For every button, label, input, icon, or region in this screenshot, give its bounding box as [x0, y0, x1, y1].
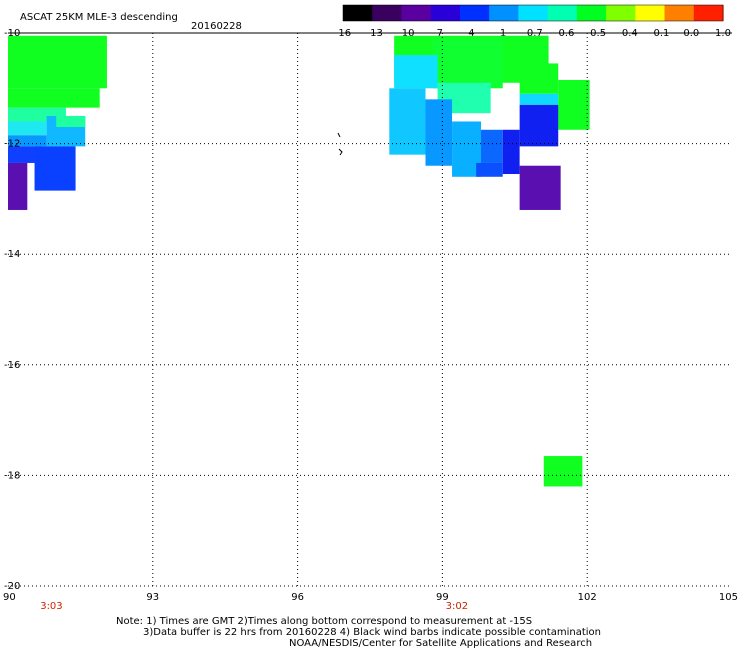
wind-cell — [519, 93, 559, 105]
wind-cell — [481, 129, 503, 163]
colorbar-swatch — [343, 5, 373, 21]
footnote-line-3: NOAA/NESDIS/Center for Satellite Applica… — [289, 638, 593, 649]
longitude-tick-label: 93 — [146, 592, 159, 603]
longitude-tick-label: 99 — [436, 592, 449, 603]
colorbar-swatch — [606, 5, 636, 21]
pass-time-label: 3:02 — [446, 601, 468, 612]
colorbar-frame — [342, 4, 724, 22]
wind-cell — [558, 80, 590, 130]
wind-cell — [519, 63, 559, 94]
footnote-line-2: 3)Data buffer is 22 hrs from 20160228 4)… — [143, 627, 601, 638]
wind-cell — [476, 174, 503, 177]
longitude-tick-label: 105 — [719, 592, 738, 603]
wind-cell — [476, 162, 503, 175]
colorbar-swatch — [547, 5, 578, 21]
wind-cell — [519, 104, 559, 147]
pass-time-label: 3:03 — [40, 601, 62, 612]
product-title: ASCAT 25KM MLE-3 descending — [20, 12, 178, 23]
colorbar-swatch — [430, 5, 461, 21]
time-labels: 3:03 3:02 — [40, 601, 468, 612]
wind-cell — [8, 121, 47, 136]
wind-cell — [394, 55, 438, 89]
wind-cell — [8, 135, 47, 147]
wind-cell — [543, 456, 583, 487]
colorbar-swatch — [664, 5, 695, 21]
footnote-line-1: Note: 1) Times are GMT 2)Times along bot… — [116, 616, 533, 627]
colorbar-swatch — [693, 5, 724, 21]
wind-cell — [502, 129, 520, 175]
wind-barb-mark — [337, 132, 343, 156]
wind-cell — [8, 88, 100, 108]
wind-cell — [432, 38, 503, 89]
wind-cell — [389, 88, 426, 155]
wind-cell — [519, 165, 561, 210]
latitude-tick-label: -10 — [4, 28, 20, 39]
latitude-tick-label: -18 — [4, 470, 20, 481]
wind-cells-layer — [8, 35, 590, 487]
longitude-tick-label: 102 — [578, 592, 597, 603]
lat-lon-grid — [8, 32, 732, 587]
colorbar: -16 -13 -10 -7 -4 -1 -0.7 -0.6 -0.5 -0.4 -0.1 0.0 1.… — [335, 4, 731, 39]
colorbar-swatch — [518, 5, 549, 21]
wind-cell — [8, 35, 107, 89]
latitude-tick-label: -16 — [4, 360, 20, 371]
wind-cell — [56, 115, 86, 128]
wind-cell — [8, 146, 42, 163]
latitude-tick-label: -14 — [4, 249, 20, 260]
colorbar-swatch — [635, 5, 666, 21]
wind-cell — [34, 146, 76, 191]
colorbar-swatch — [401, 5, 432, 21]
colorbar-swatch — [459, 5, 490, 21]
colorbar-swatch — [372, 5, 403, 21]
longitude-tick-label: 96 — [291, 592, 304, 603]
colorbar-swatch — [576, 5, 607, 21]
product-date: 20160228 — [191, 21, 242, 32]
wind-cell — [8, 162, 28, 210]
colorbar-swatch — [489, 5, 519, 21]
longitude-tick-label: 90 — [3, 592, 16, 603]
wind-cell — [425, 99, 453, 166]
latitude-tick-label: -20 — [4, 581, 20, 592]
latitude-tick-label: -12 — [4, 139, 20, 150]
